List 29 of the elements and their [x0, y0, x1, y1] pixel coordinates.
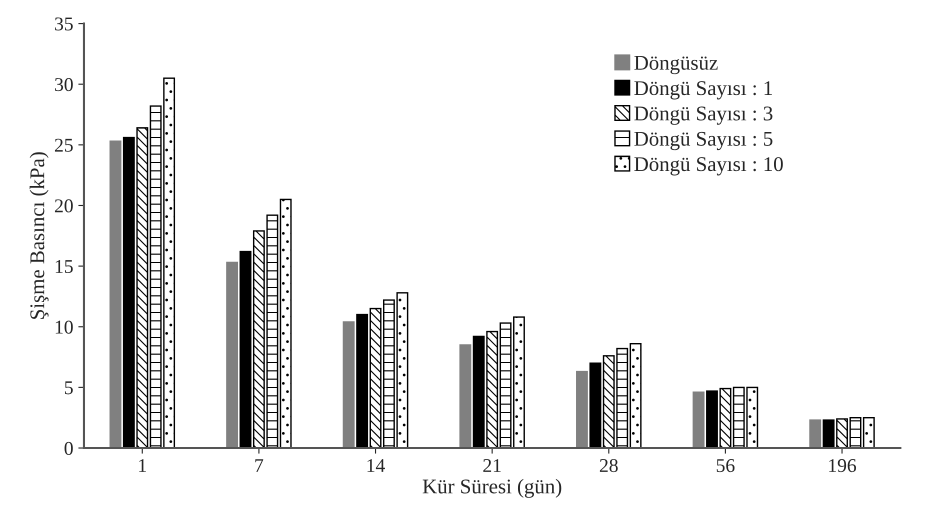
y-tick-label: 25 [54, 138, 73, 152]
x-axis-title: Kür Süresi (gün) [422, 478, 562, 498]
legend-label: Döngü Sayısı : 1 [634, 81, 772, 100]
legend-label: Döngüsüz [634, 56, 718, 74]
y-tick-label: 30 [55, 78, 73, 92]
legend-label: Döngü Sayısı : 10 [634, 157, 783, 176]
x-tick-label: 7 [255, 459, 264, 472]
bar [576, 370, 588, 448]
y-tick-label: 20 [54, 199, 73, 212]
x-tick-label: 14 [368, 459, 385, 472]
y-tick-label: 0 [64, 442, 73, 455]
bar [110, 140, 122, 448]
legend-label: Döngü Sayısı : 5 [634, 132, 772, 150]
bar [226, 262, 238, 448]
bar [692, 392, 705, 448]
y-tick-label: 15 [56, 260, 73, 274]
x-tick-label: 1 [139, 459, 146, 472]
legend-label: Döngü Sayısı : 3 [634, 106, 772, 125]
x-tick-label: 56 [716, 459, 735, 472]
y-axis-title: Şişme Basıncı (kPa) [30, 152, 49, 319]
y-tick-label: 5 [64, 381, 73, 394]
x-tick-label: 21 [483, 459, 501, 472]
bar [342, 321, 355, 448]
x-tick-label: 28 [600, 459, 618, 472]
y-tick-label: 10 [56, 320, 73, 334]
x-tick-label: 196 [829, 459, 856, 472]
bar [809, 419, 822, 448]
bar [459, 344, 472, 448]
y-tick-label: 35 [55, 17, 73, 31]
